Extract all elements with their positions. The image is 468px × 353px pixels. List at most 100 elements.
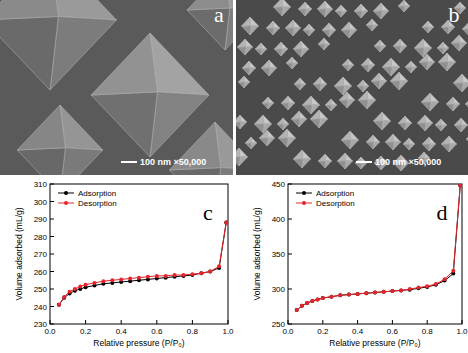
y-tick-label: 400 xyxy=(272,215,286,224)
crystal-face xyxy=(465,96,468,104)
y-tick xyxy=(50,254,54,255)
data-point xyxy=(434,282,438,286)
crystal-face xyxy=(254,115,264,124)
crystal-face xyxy=(245,39,253,47)
x-tick-label: 0.2 xyxy=(80,327,92,336)
y-tick xyxy=(50,289,54,290)
data-point xyxy=(417,286,421,290)
crystal-face xyxy=(373,11,382,19)
crystal-face xyxy=(335,5,341,11)
crystal-face xyxy=(427,62,435,70)
crystal-face xyxy=(446,104,453,111)
crystal-face xyxy=(400,46,407,53)
crystal-face xyxy=(357,80,363,86)
crystal-face xyxy=(405,61,411,67)
crystal-face xyxy=(435,119,441,125)
crystal-face xyxy=(274,42,281,49)
crystal-face xyxy=(302,150,311,159)
data-point xyxy=(434,283,438,287)
data-point xyxy=(382,290,386,294)
data-point xyxy=(390,289,394,293)
crystal-face xyxy=(382,112,391,121)
crystal-face xyxy=(334,77,344,86)
crystal-face xyxy=(298,9,305,16)
y-tick xyxy=(50,201,54,202)
crystal-face xyxy=(437,48,443,54)
crystal-face xyxy=(438,62,448,71)
crystal-face xyxy=(267,138,275,146)
crystal-face xyxy=(313,84,320,91)
crystal-face xyxy=(237,47,246,55)
crystal-face xyxy=(339,100,348,108)
crystal-face xyxy=(282,7,291,16)
data-point xyxy=(295,308,299,312)
crystal-face xyxy=(373,112,383,121)
data-point xyxy=(382,290,386,294)
chart: 0.00.20.40.60.81.0250300350400450Relativ… xyxy=(252,180,468,348)
crystal-face xyxy=(405,123,412,130)
crystal-face xyxy=(453,83,463,92)
crystal-face xyxy=(393,134,401,142)
crystal-face xyxy=(262,97,268,103)
series-line xyxy=(59,223,226,305)
legend-marker xyxy=(64,201,68,205)
crystal-face xyxy=(255,49,261,55)
crystal-face xyxy=(317,9,326,17)
data-point xyxy=(190,272,194,276)
crystal-face xyxy=(299,119,307,127)
panel-label: d xyxy=(437,200,448,225)
x-tick-label: 0.4 xyxy=(352,327,364,336)
crystal-face xyxy=(366,25,372,31)
crystal-face xyxy=(373,142,380,149)
crystal-face xyxy=(465,104,468,112)
crystal-face xyxy=(245,143,251,149)
data-point xyxy=(347,293,351,297)
y-tick xyxy=(50,324,54,325)
crystal-face xyxy=(334,86,344,95)
crystal-face xyxy=(382,58,392,67)
crystal-face xyxy=(302,159,311,168)
data-point xyxy=(399,288,403,292)
crystal-face xyxy=(399,72,408,81)
data-point xyxy=(110,278,114,282)
x-axis-label: Relative pressure (P/P₀) xyxy=(329,338,421,348)
crystal-face xyxy=(277,124,283,130)
crystal-face xyxy=(417,123,426,131)
data-point xyxy=(425,285,429,289)
crystal-face xyxy=(237,39,246,47)
crystal-face xyxy=(322,30,329,37)
x-tick xyxy=(50,320,51,324)
crystal-face xyxy=(305,9,312,16)
crystal-face xyxy=(427,54,435,62)
crystal-face xyxy=(349,22,357,30)
legend-marker xyxy=(302,201,306,205)
legend: AdsorptionDesorption xyxy=(296,189,355,208)
data-point xyxy=(190,273,194,277)
series-line xyxy=(59,223,226,305)
crystal-face xyxy=(236,115,241,122)
crystal-face xyxy=(419,62,428,70)
crystal-face xyxy=(371,81,380,89)
crystal-face xyxy=(269,60,277,68)
y-tick-label: 260 xyxy=(34,268,48,277)
crystal-face xyxy=(398,123,405,130)
crystal-face xyxy=(318,161,325,168)
crystal-face xyxy=(429,144,436,151)
crystal-face xyxy=(393,46,400,53)
crystal-face xyxy=(466,133,468,139)
y-tick-label: 300 xyxy=(34,198,48,207)
x-tick xyxy=(228,320,229,324)
crystal-face xyxy=(294,84,300,90)
data-point xyxy=(417,286,421,290)
crystal-face xyxy=(322,23,329,30)
crystal-face xyxy=(325,161,332,168)
data-point xyxy=(62,295,66,299)
crystal-face xyxy=(405,67,411,73)
crystal-face xyxy=(245,137,251,143)
y-tick xyxy=(50,184,54,185)
x-tick xyxy=(462,320,463,324)
crystal-face xyxy=(261,60,270,68)
series-line xyxy=(297,185,461,310)
x-tick-label: 1.0 xyxy=(456,327,468,336)
crystal-face xyxy=(298,2,305,9)
